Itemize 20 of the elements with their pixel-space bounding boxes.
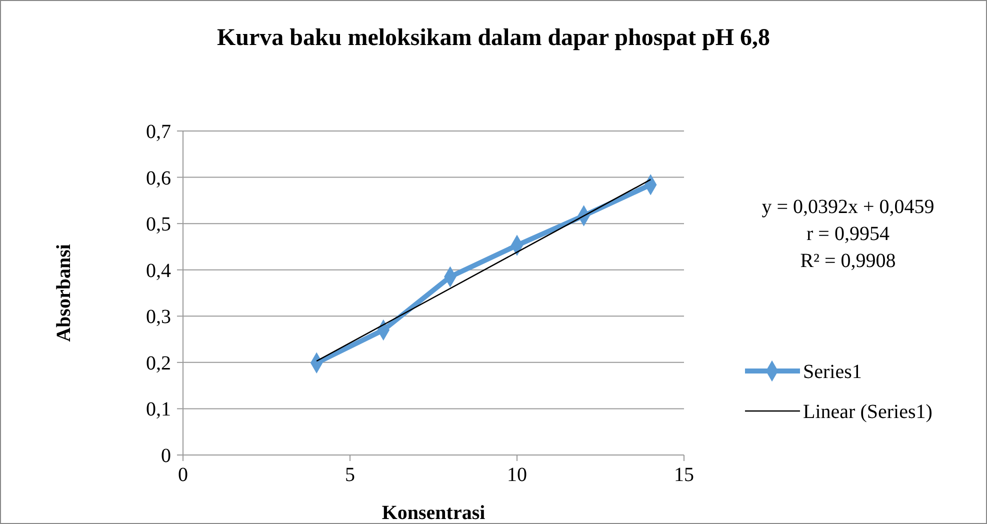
y-tick-label: 0,3 bbox=[146, 306, 171, 328]
x-tick-label: 5 bbox=[345, 464, 355, 486]
text: r = 0,9954 bbox=[806, 223, 890, 245]
y-axis-title: Absorbansi bbox=[53, 244, 75, 342]
y-tick-label: 0,5 bbox=[146, 214, 171, 236]
y-tick-label: 0,1 bbox=[146, 398, 171, 421]
x-tick-label: 15 bbox=[674, 464, 694, 486]
text: y = 0,0392x + 0,0459 bbox=[762, 196, 934, 218]
text: R² = 0,9908 bbox=[800, 250, 896, 272]
x-tick-label: 0 bbox=[178, 464, 188, 486]
legend-label: Linear (Series1) bbox=[803, 401, 932, 423]
legend-label: Series1 bbox=[803, 361, 862, 383]
y-tick-label: 0 bbox=[161, 445, 171, 467]
y-tick-label: 0,2 bbox=[146, 352, 171, 374]
y-tick-label: 0,7 bbox=[146, 121, 171, 143]
y-tick-label: 0,4 bbox=[146, 260, 171, 282]
y-tick-label: 0,6 bbox=[146, 167, 171, 190]
x-tick-label: 10 bbox=[507, 464, 527, 486]
chart-title: Kurva baku meloksikam dalam dapar phospat pH 6,8 bbox=[216, 25, 770, 51]
x-axis-title: Konsentrasi bbox=[382, 502, 486, 524]
